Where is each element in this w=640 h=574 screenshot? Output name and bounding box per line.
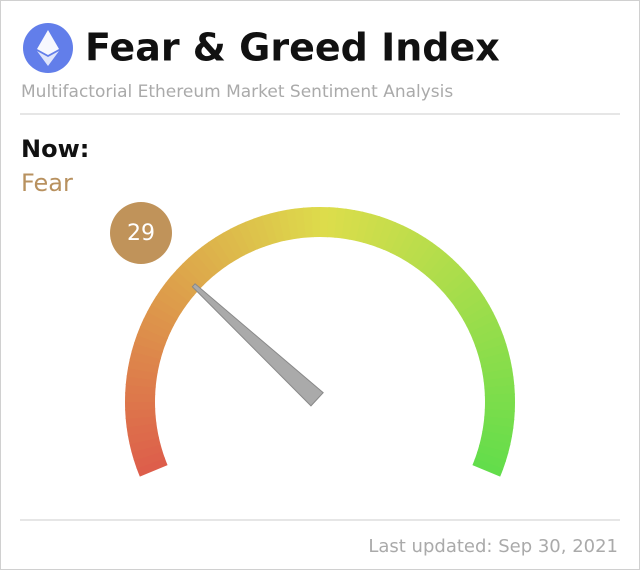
gauge-arc-segment [168,298,173,305]
gauge-arc-segment [193,268,200,274]
gauge-arc-segment [480,319,484,327]
now-label: Now: [21,135,89,163]
gauge-arc-segment [494,355,496,364]
gauge-arc-segment [447,275,453,282]
gauge-arc-segment [328,222,337,223]
gauge-arc-segment [141,424,142,433]
gauge-arc-segment [442,269,449,275]
title: Fear & Greed Index [85,26,500,70]
gauge-arc-segment [463,292,468,299]
gauge-arc-segment [244,235,252,239]
gauge-arc-segment [492,348,494,357]
gauge-arc-segment [148,339,151,348]
gauge-arc-segment [336,223,345,224]
gauge-arc-segment [403,242,411,246]
gauge-arc-segment [198,263,205,269]
gauge-arc-segment [483,326,487,334]
gauge-arc-segment [491,449,494,458]
gauge-arc-segment [266,228,275,230]
gauge-arc-segment [498,418,499,427]
value-label: 29 [127,221,155,246]
gauge-arc-segment [374,230,383,233]
gauge-arc-segment [210,254,217,259]
gauge-arc-segment [476,312,480,320]
gauge-arc-segment [498,379,499,388]
gauge-arc-segment [343,224,352,225]
gauge-arc-segment [142,370,143,379]
gauge-arc-segment [230,242,238,246]
gauge-arc-segment [297,223,306,224]
gauge-arc-segment [486,333,489,341]
gauge-arc-segment [273,226,282,228]
gauge-arc-segment [351,225,360,227]
gauge-arc-segment [430,259,437,265]
gauge-arc-segment [489,456,492,465]
gauge-arc-segment [467,299,472,307]
gauge-arc-segment [258,230,267,233]
last-updated: Last updated: Sep 30, 2021 [368,536,618,557]
gauge-arc-segment [144,354,146,363]
gauge-arc-segment [486,464,489,471]
gauge-arc-segment [423,255,430,260]
gauge-arc-segment [304,222,313,223]
gauge-arc-segment [204,258,211,264]
gauge-arc-segment [499,410,500,419]
gauge-arc-segment [251,232,259,235]
gauge-arc-segment [144,440,146,449]
gauge-arc-segment [140,385,141,394]
gauge-arc-segment [389,236,397,240]
gauge-arc-segment [148,455,151,464]
gauge-arc-segment [143,432,145,441]
gauge-arc-segment [417,250,424,255]
gauge-arc-segment [396,239,404,243]
gauge-arc-segment [187,274,193,281]
gauge-arc-segment [494,441,496,450]
gauge-arc-segment [173,291,178,298]
gauge-arc-segment [289,223,298,224]
gauge-arc-segment [495,433,497,442]
gauge-arc-segment [497,425,498,434]
gauge-arc-segment [177,285,183,292]
gauge-arc-segment [151,332,154,340]
gauge-arc-segment [436,264,443,270]
gauge-arc-segment [160,311,164,319]
classification: Fear [21,169,73,197]
gauge-arc-segment [472,305,477,313]
subtitle: Multifactorial Ethereum Market Sentiment… [21,82,453,102]
gauge-arc-segment [150,462,153,470]
eth-icon [23,23,73,73]
gauge-arc-segment [141,377,142,386]
gauge-arc-segment [217,250,225,255]
gauge-arc-segment [223,246,231,251]
gauge-arc-segment [146,347,149,356]
gauge-arc-segment [496,363,498,372]
gauge-arc-segment [489,340,492,349]
gauge-arc-segment [237,238,245,242]
gauge-arc-segment [382,233,390,236]
gauge-arc-segment [157,318,161,326]
gauge-arc-segment [458,286,464,293]
gauge-arc-segment [164,304,169,312]
gauge-arc-segment [182,280,188,287]
gauge-arc-segment [141,417,142,426]
gauge-arc-segment [140,409,141,418]
gauge-arc-segment [499,386,500,395]
gauge-arc-segment [410,246,418,251]
gauge-arc-segment [367,228,376,231]
gauge-arc-segment [497,371,498,380]
gauge-arc-segment [281,225,290,227]
gauge-arc-segment [146,447,148,456]
gauge-arc-segment [359,226,368,228]
gauge-arc-segment [154,325,158,333]
gauge-arc-segment [453,280,459,287]
gauge-arc-segment [143,362,145,371]
